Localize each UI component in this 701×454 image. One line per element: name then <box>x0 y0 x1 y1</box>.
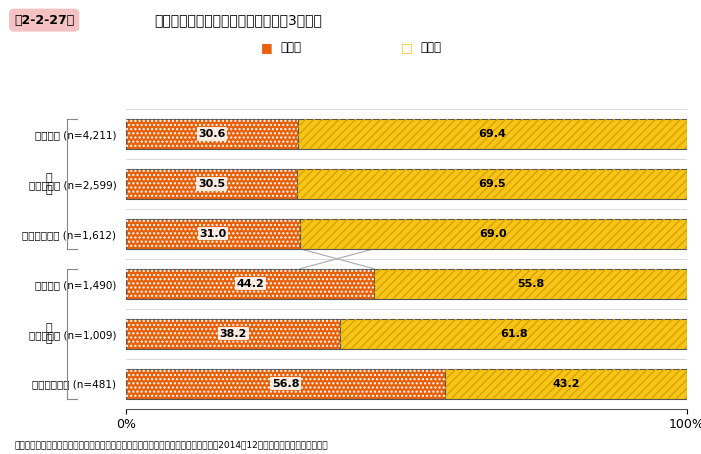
Text: ■: ■ <box>261 41 272 54</box>
Bar <box>126 219 300 249</box>
Bar <box>126 219 300 249</box>
Text: 第2-2-27図: 第2-2-27図 <box>14 14 74 27</box>
Text: 61.8: 61.8 <box>500 329 528 339</box>
Text: 43.2: 43.2 <box>552 379 580 389</box>
Bar <box>300 219 687 249</box>
Bar <box>126 369 444 399</box>
Bar <box>297 169 687 199</box>
Bar <box>126 319 341 349</box>
Text: 44.2: 44.2 <box>236 279 264 289</box>
Text: 31.0: 31.0 <box>200 229 226 239</box>
Text: 30.6: 30.6 <box>198 129 226 139</box>
Text: 69.0: 69.0 <box>479 229 508 239</box>
Text: 56.8: 56.8 <box>272 379 299 389</box>
Text: 38.2: 38.2 <box>219 329 247 339</box>
Bar <box>341 319 687 349</box>
Text: 中
型: 中 型 <box>46 173 53 195</box>
Bar <box>341 319 687 349</box>
Bar <box>126 119 298 149</box>
Bar <box>444 369 687 399</box>
Text: 69.4: 69.4 <box>479 129 506 139</box>
Bar <box>298 119 687 149</box>
Bar <box>297 169 687 199</box>
Text: 55.8: 55.8 <box>517 279 544 289</box>
Bar <box>300 219 687 249</box>
Text: 定着率: 定着率 <box>421 41 442 54</box>
Bar <box>374 269 687 299</box>
Text: 中小企業における就業者の離職率（3年目）: 中小企業における就業者の離職率（3年目） <box>154 14 322 28</box>
Text: 30.5: 30.5 <box>198 179 225 189</box>
Bar <box>126 269 374 299</box>
Bar <box>126 369 444 399</box>
Bar <box>126 319 341 349</box>
Text: □: □ <box>401 41 412 54</box>
Bar <box>374 269 687 299</box>
Bar <box>126 119 298 149</box>
Text: 離職率: 離職率 <box>280 41 301 54</box>
Bar <box>444 369 687 399</box>
Text: 69.5: 69.5 <box>478 179 506 189</box>
Bar <box>126 169 297 199</box>
Bar <box>126 169 297 199</box>
Text: 資料：中小企業庁委託「中小企業・小規模事業者の人材確保と育成に関する調査」（2014年12月、（株）野村総合研究所）: 資料：中小企業庁委託「中小企業・小規模事業者の人材確保と育成に関する調査」（20… <box>14 440 327 449</box>
Bar <box>126 269 374 299</box>
Text: 新
卒: 新 卒 <box>46 323 53 345</box>
Bar <box>298 119 687 149</box>
